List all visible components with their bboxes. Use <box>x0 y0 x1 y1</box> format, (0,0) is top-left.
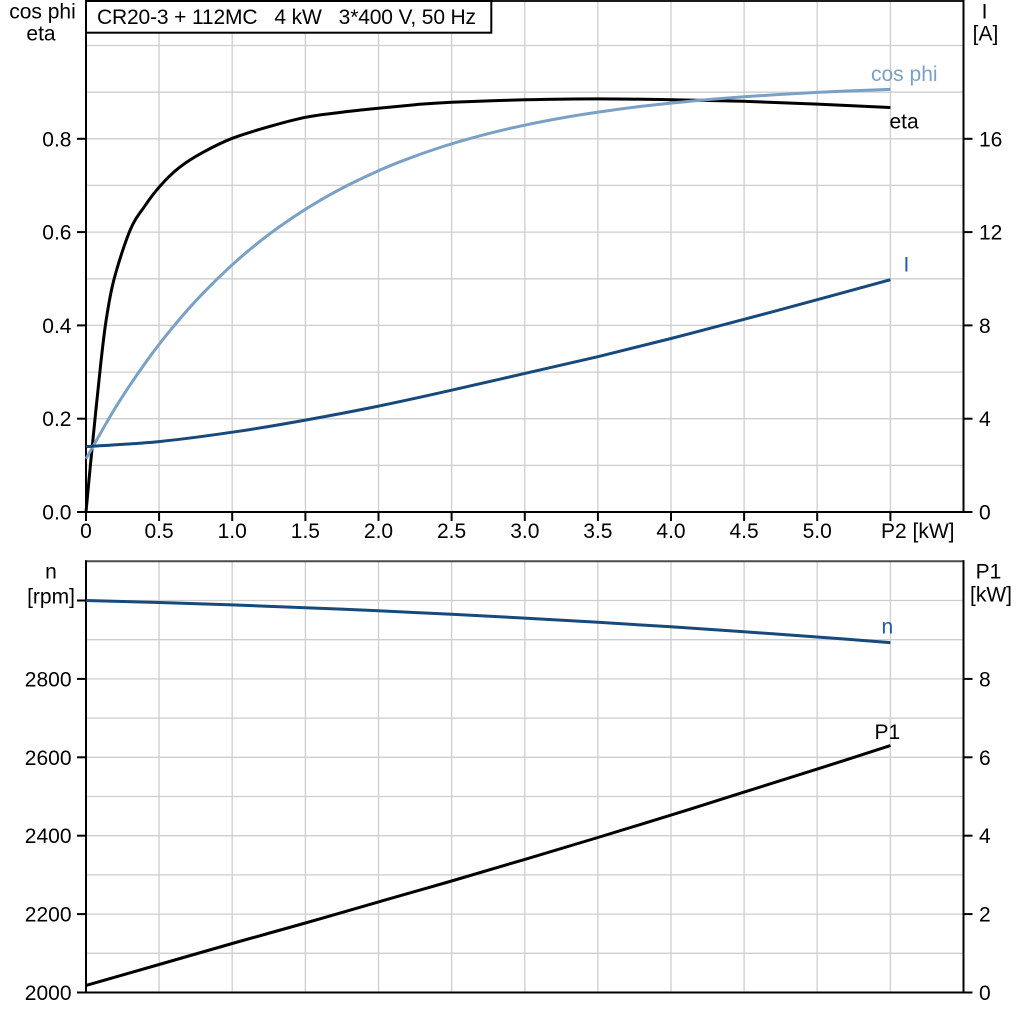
svg-text:0: 0 <box>80 520 92 543</box>
svg-text:16: 16 <box>979 128 1002 151</box>
svg-text:12: 12 <box>979 222 1002 245</box>
svg-text:I: I <box>982 1 988 24</box>
svg-text:P2 [kW]: P2 [kW] <box>881 520 955 543</box>
svg-text:2400: 2400 <box>25 825 72 848</box>
svg-text:2600: 2600 <box>25 747 72 770</box>
svg-text:4: 4 <box>979 825 991 848</box>
svg-text:0: 0 <box>979 982 991 1005</box>
svg-text:cos phi: cos phi <box>9 1 76 24</box>
svg-text:0: 0 <box>979 502 991 525</box>
svg-text:8: 8 <box>979 315 991 338</box>
svg-text:2.0: 2.0 <box>364 520 393 543</box>
svg-text:2000: 2000 <box>25 982 72 1005</box>
svg-text:[kW]: [kW] <box>970 584 1012 607</box>
svg-text:[A]: [A] <box>973 23 999 46</box>
svg-text:6: 6 <box>979 747 991 770</box>
svg-text:0.5: 0.5 <box>144 520 173 543</box>
svg-text:P1: P1 <box>976 561 1002 584</box>
svg-text:4.0: 4.0 <box>656 520 685 543</box>
svg-text:2800: 2800 <box>25 668 72 691</box>
svg-text:3.5: 3.5 <box>583 520 612 543</box>
svg-text:[rpm]: [rpm] <box>27 586 75 609</box>
svg-text:8: 8 <box>979 668 991 691</box>
svg-text:0.6: 0.6 <box>42 222 71 245</box>
svg-text:0.0: 0.0 <box>42 502 71 525</box>
svg-text:0.4: 0.4 <box>42 315 72 338</box>
svg-text:2: 2 <box>979 904 991 927</box>
svg-text:2.5: 2.5 <box>437 520 466 543</box>
svg-text:eta: eta <box>26 23 56 46</box>
svg-text:CR20-3 + 112MC 4 kW 3*400: CR20-3 + 112MC 4 kW 3*400 V, 50 Hz <box>97 6 476 29</box>
svg-text:1.0: 1.0 <box>218 520 247 543</box>
svg-text:I: I <box>904 254 910 277</box>
svg-text:4: 4 <box>979 408 991 431</box>
svg-text:4.5: 4.5 <box>729 520 758 543</box>
svg-text:P1: P1 <box>875 721 901 744</box>
svg-text:0.2: 0.2 <box>42 408 71 431</box>
svg-text:n: n <box>882 616 894 639</box>
svg-text:0.8: 0.8 <box>42 128 71 151</box>
svg-text:cos phi: cos phi <box>871 63 938 86</box>
svg-text:eta: eta <box>890 111 920 134</box>
svg-text:n: n <box>45 561 57 584</box>
svg-text:1.5: 1.5 <box>291 520 320 543</box>
svg-text:3.0: 3.0 <box>510 520 539 543</box>
svg-text:2200: 2200 <box>25 904 72 927</box>
svg-text:5.0: 5.0 <box>803 520 832 543</box>
